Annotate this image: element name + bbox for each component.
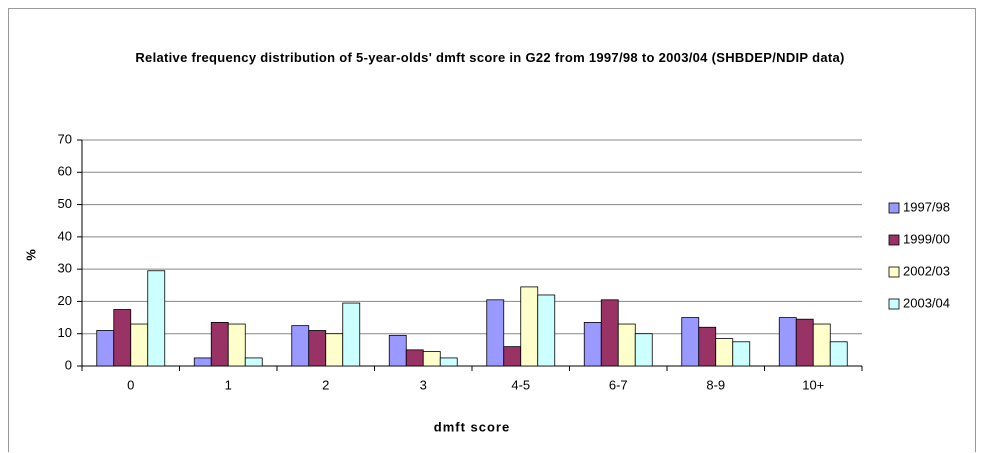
bar [698,326,717,367]
legend-label: 2003/04 [903,295,950,310]
bar [422,351,441,367]
bar [405,349,424,367]
x-tick-label: 1 [225,377,232,392]
bar [96,330,115,367]
x-tick-label: 4-5 [511,377,530,392]
x-tick-label: 0 [127,377,134,392]
bar [210,322,229,367]
bar [113,309,132,367]
bar [308,330,327,367]
y-axis-label: % [23,249,38,261]
legend-swatch [888,266,900,278]
bar [715,338,734,367]
bar [732,341,751,367]
x-tick-label: 10+ [802,377,824,392]
bar [486,299,505,367]
y-tick-label: 20 [58,293,72,308]
bar [583,322,602,367]
bar [634,333,653,367]
bar [147,270,166,367]
bar [812,323,831,367]
bar [503,346,522,367]
x-tick-label: 3 [420,377,427,392]
x-tick-label: 2 [322,377,329,392]
bar [600,299,619,367]
bar [388,334,407,367]
legend-swatch [888,234,900,246]
y-tick-label: 30 [58,261,72,276]
bar [193,357,212,367]
x-tick-label: 6-7 [609,377,628,392]
y-tick-label: 40 [58,228,72,243]
bar [795,318,814,367]
legend-label: 1999/00 [903,231,950,246]
bar [325,333,344,367]
y-tick-label: 0 [65,357,72,372]
chart-title: Relative frequency distribution of 5-yea… [135,50,845,65]
bar [130,323,149,367]
legend-swatch [888,202,900,214]
bar [291,325,310,367]
legend-swatch [888,298,900,310]
legend-label: 1997/98 [903,199,950,214]
bar [681,317,700,367]
bar [537,294,556,367]
x-tick-label: 8-9 [706,377,725,392]
bar [227,323,246,367]
x-axis-label: dmft score [434,419,510,434]
bar [439,357,458,367]
y-tick-label: 60 [58,164,72,179]
chart-frame [8,8,976,452]
y-tick-label: 70 [58,131,72,146]
y-tick-label: 50 [58,196,72,211]
bar [829,341,848,367]
y-tick-label: 10 [58,325,72,340]
bar [342,302,361,367]
bar [244,357,263,367]
bar [520,286,539,367]
bar [778,317,797,367]
legend-label: 2002/03 [903,263,950,278]
bar [617,323,636,367]
